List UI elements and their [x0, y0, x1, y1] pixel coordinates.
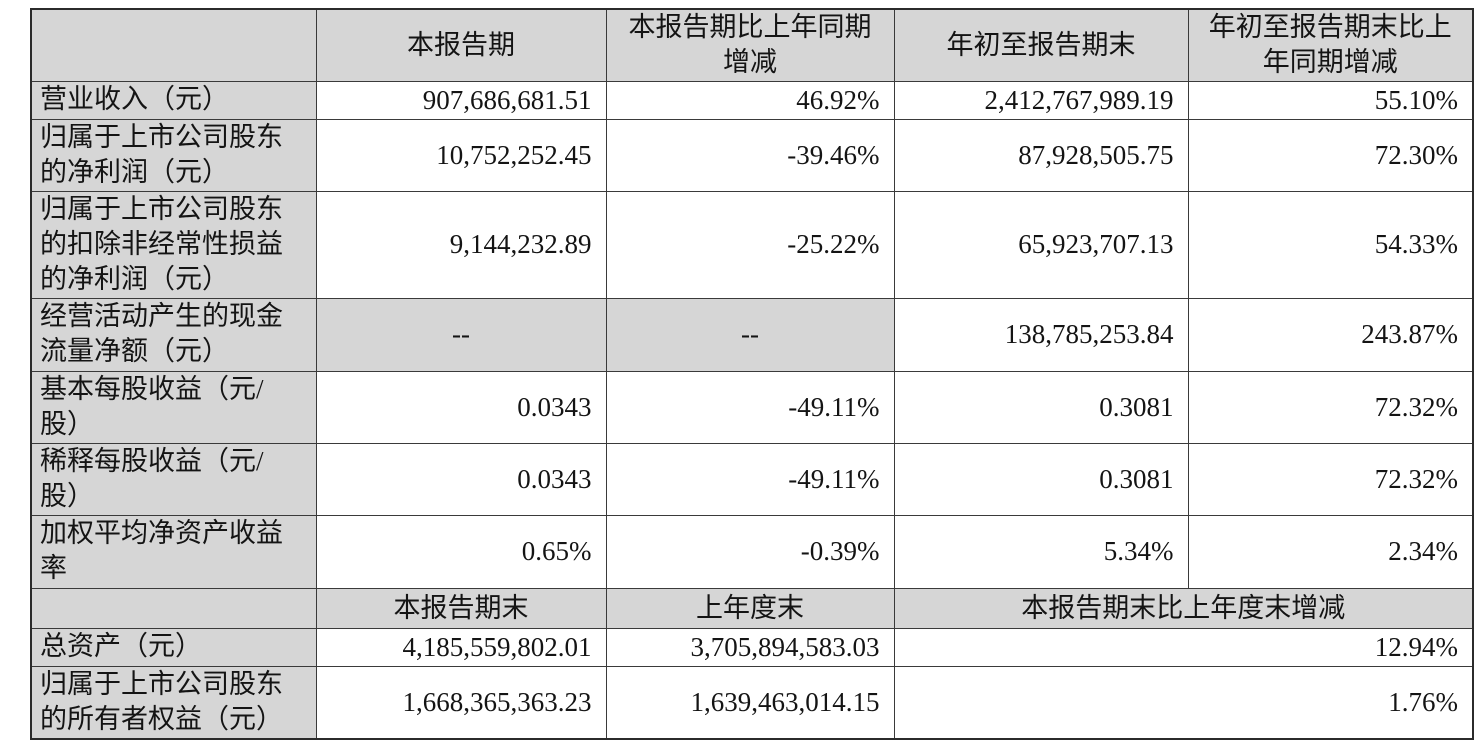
cell-ytd-yoy-change: 2.34% [1187, 514, 1474, 589]
cell-yoy-change-na: -- [605, 297, 895, 372]
subheader-period-end-change: 本报告期末比上年度末增减 [893, 587, 1474, 629]
table-row-basic-eps: 基本每股收益（元/ 股） 0.0343 -49.11% 0.3081 72.32… [30, 370, 1474, 444]
cell-ytd-yoy-change: 72.32% [1187, 442, 1474, 516]
cell-ytd: 0.3081 [893, 442, 1189, 516]
table-row-owners-equity: 归属于上市公司股东 的所有者权益（元） 1,668,365,363.23 1,6… [30, 665, 1474, 739]
row-label: 归属于上市公司股东 的所有者权益（元） [30, 665, 317, 739]
cell-ytd-yoy-change: 72.32% [1187, 370, 1474, 444]
table-row-diluted-eps: 稀释每股收益（元/ 股） 0.0343 -49.11% 0.3081 72.32… [30, 442, 1474, 516]
table-row-operating-cash-flow: 经营活动产生的现金 流量净额（元） -- -- 138,785,253.84 2… [30, 297, 1474, 372]
cell-current-period: 0.0343 [315, 442, 607, 516]
table-row-revenue: 营业收入（元） 907,686,681.51 46.92% 2,412,767,… [30, 80, 1474, 120]
cell-ytd-yoy-change: 72.30% [1187, 118, 1474, 192]
subheader-prev-year-end: 上年度末 [605, 587, 895, 629]
cell-prev-year-end: 1,639,463,014.15 [605, 665, 895, 739]
cell-ytd-yoy-change: 243.87% [1187, 297, 1474, 372]
header-ytd: 年初至报告期末 [893, 8, 1189, 82]
cell-yoy-change: -39.46% [605, 118, 895, 192]
cell-yoy-change: -25.22% [605, 190, 895, 299]
row-label: 归属于上市公司股东 的净利润（元） [30, 118, 317, 192]
table-row-total-assets: 总资产（元） 4,185,559,802.01 3,705,894,583.03… [30, 627, 1474, 667]
header-ytd-yoy: 年初至报告期末比上 年同期增减 [1187, 8, 1474, 82]
cell-ytd: 65,923,707.13 [893, 190, 1189, 299]
table-subheader-row: 本报告期末 上年度末 本报告期末比上年度末增减 [30, 587, 1474, 629]
header-current-period-yoy: 本报告期比上年同期 增减 [605, 8, 895, 82]
cell-period-end: 4,185,559,802.01 [315, 627, 607, 667]
cell-prev-year-end: 3,705,894,583.03 [605, 627, 895, 667]
row-label: 总资产（元） [30, 627, 317, 667]
cell-current-period-na: -- [315, 297, 607, 372]
cell-period-end-change: 1.76% [893, 665, 1474, 739]
subheader-period-end: 本报告期末 [315, 587, 607, 629]
header-current-period: 本报告期 [315, 8, 607, 82]
row-label: 营业收入（元） [30, 80, 317, 120]
table-row-net-profit: 归属于上市公司股东 的净利润（元） 10,752,252.45 -39.46% … [30, 118, 1474, 192]
cell-yoy-change: -0.39% [605, 514, 895, 589]
cell-ytd: 87,928,505.75 [893, 118, 1189, 192]
corner-cell [30, 587, 317, 629]
cell-ytd-yoy-change: 55.10% [1187, 80, 1474, 120]
row-label: 加权平均净资产收益 率 [30, 514, 317, 589]
cell-ytd: 2,412,767,989.19 [893, 80, 1189, 120]
row-label: 基本每股收益（元/ 股） [30, 370, 317, 444]
cell-current-period: 907,686,681.51 [315, 80, 607, 120]
table-row-net-profit-excl-nonrecurring: 归属于上市公司股东 的扣除非经常性损益 的净利润（元） 9,144,232.89… [30, 190, 1474, 299]
row-label: 归属于上市公司股东 的扣除非经常性损益 的净利润（元） [30, 190, 317, 299]
cell-ytd-yoy-change: 54.33% [1187, 190, 1474, 299]
corner-cell [30, 8, 317, 82]
cell-ytd: 138,785,253.84 [893, 297, 1189, 372]
table-header-row: 本报告期 本报告期比上年同期 增减 年初至报告期末 年初至报告期末比上 年同期增… [30, 8, 1474, 82]
financial-summary-table: 本报告期 本报告期比上年同期 增减 年初至报告期末 年初至报告期末比上 年同期增… [30, 8, 1474, 740]
table-row-weighted-avg-roe: 加权平均净资产收益 率 0.65% -0.39% 5.34% 2.34% [30, 514, 1474, 589]
cell-period-end: 1,668,365,363.23 [315, 665, 607, 739]
cell-yoy-change: -49.11% [605, 442, 895, 516]
cell-period-end-change: 12.94% [893, 627, 1474, 667]
cell-ytd: 5.34% [893, 514, 1189, 589]
cell-yoy-change: -49.11% [605, 370, 895, 444]
cell-current-period: 0.0343 [315, 370, 607, 444]
row-label: 经营活动产生的现金 流量净额（元） [30, 297, 317, 372]
cell-current-period: 0.65% [315, 514, 607, 589]
row-label: 稀释每股收益（元/ 股） [30, 442, 317, 516]
cell-ytd: 0.3081 [893, 370, 1189, 444]
cell-yoy-change: 46.92% [605, 80, 895, 120]
cell-current-period: 9,144,232.89 [315, 190, 607, 299]
cell-current-period: 10,752,252.45 [315, 118, 607, 192]
